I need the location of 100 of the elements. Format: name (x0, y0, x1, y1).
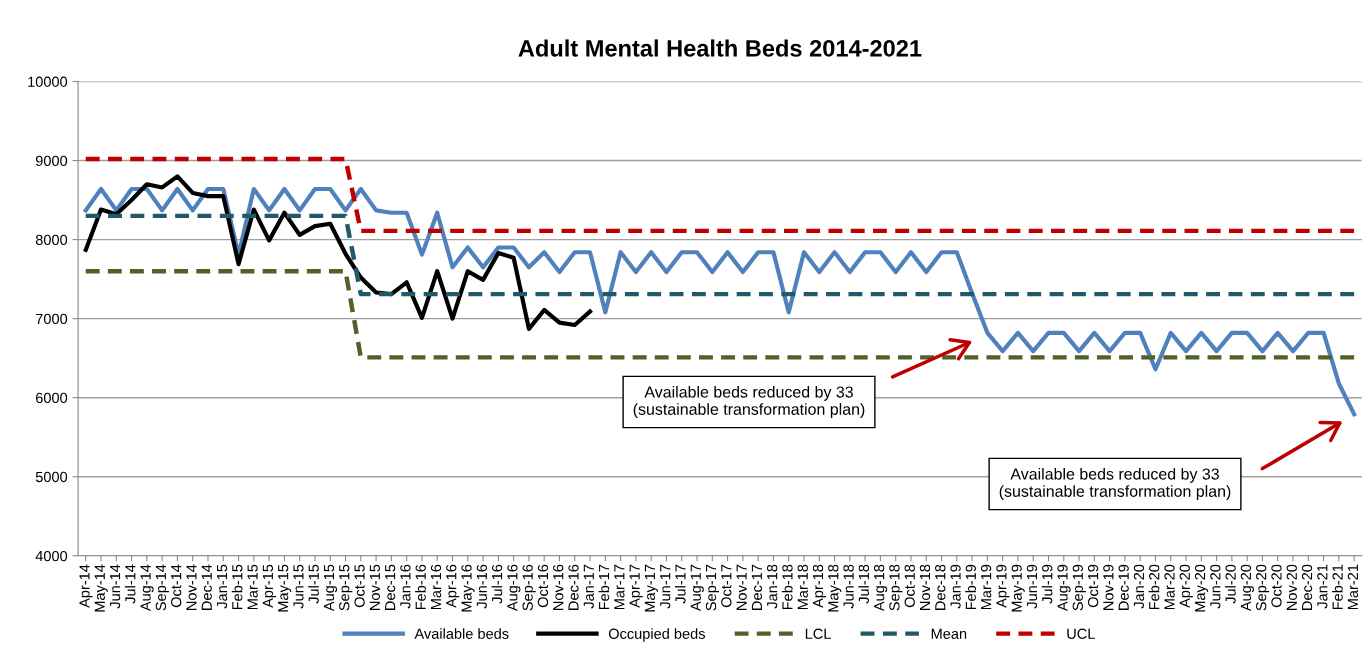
x-tick-label: May-19 (1011, 564, 1025, 612)
x-tick-label: Oct-14 (171, 564, 182, 608)
y-tick-label: 8000 (35, 234, 68, 246)
x-tick-label: Dec-14 (201, 564, 212, 610)
y-tick-label: 7000 (35, 313, 68, 325)
x-tick-label: Apr-14 (79, 564, 93, 608)
x-tick-label: Jun-15 (293, 564, 304, 609)
chart-title: Adult Mental Health Beds 2014-2021 (518, 39, 922, 57)
x-tick-label: Jul-17 (674, 564, 686, 604)
x-tick-label: Jan-19 (950, 564, 961, 609)
x-tick-label: Jan-16 (400, 564, 411, 609)
x-tick-label: Nov-16 (553, 564, 564, 610)
annotation: Available beds reduced by 33 (sustainable transformation plan) (999, 467, 1231, 501)
x-tick-label: Feb-15 (231, 564, 243, 610)
x-tick-label: Mar-17 (614, 564, 625, 610)
x-tick-label: Sep-15 (339, 564, 353, 611)
x-tick-label: Oct-16 (537, 564, 549, 608)
x-tick-label: Jul-14 (124, 564, 136, 604)
x-tick-label: Apr-16 (446, 564, 460, 608)
x-tick-label: Aug-17 (690, 564, 704, 612)
x-tick-label: Jul-15 (308, 564, 319, 604)
x-tick-label: May-17 (644, 564, 658, 612)
x-tick-label: Dec-18 (935, 564, 946, 610)
x-tick-label: Nov-18 (919, 564, 931, 610)
x-tick-label: Dec-20 (1301, 564, 1313, 610)
x-tick-label: May-14 (94, 564, 108, 612)
x-tick-label: Jul-19 (1041, 564, 1053, 604)
x-tick-label: Dec-16 (568, 564, 579, 610)
x-tick-label: Mar-19 (980, 564, 992, 610)
x-tick-label: Mar-16 (430, 564, 442, 610)
x-tick-label: Sep-17 (705, 564, 720, 611)
x-tick-label: Apr-19 (996, 564, 1010, 608)
x-tick-label: Nov-19 (1103, 564, 1114, 610)
x-tick-label: Feb-17 (598, 564, 610, 610)
legend-label: Mean (931, 628, 967, 639)
legend-label: Occupied beds (608, 628, 705, 642)
x-tick-label: Aug-19 (1057, 564, 1071, 612)
x-tick-label: Sep-20 (1256, 564, 1270, 611)
line-series (83, 186, 1357, 417)
x-tick-label: Jun-20 (1210, 564, 1221, 609)
x-tick-label: Aug-15 (323, 564, 338, 612)
x-tick-label: Sep-16 (522, 564, 536, 611)
x-tick-label: Oct-15 (354, 564, 365, 608)
x-tick-label: Nov-20 (1286, 564, 1297, 610)
x-tick-label: Jan-17 (583, 564, 594, 609)
x-tick-label: Aug-20 (1240, 564, 1254, 612)
x-tick-label: Jul-18 (858, 564, 870, 604)
x-tick-label: Oct-17 (721, 564, 732, 608)
y-tick-label: 10000 (28, 76, 68, 87)
x-tick-label: Nov-14 (186, 564, 197, 610)
annotation: Available beds reduced by 33 (sustainable transformation plan) (633, 385, 865, 419)
x-tick-label: Apr-20 (1179, 564, 1193, 608)
x-tick-label: Aug-16 (507, 564, 521, 612)
x-tick-label: Dec-17 (751, 564, 763, 610)
x-tick-label: Apr-17 (629, 564, 643, 608)
x-tick-label: Mar-18 (797, 564, 808, 610)
x-tick-label: May-16 (461, 564, 475, 612)
y-tick-label: 4000 (35, 550, 68, 562)
legend-label: UCL (1067, 628, 1095, 639)
x-tick-label: Jan-18 (767, 564, 778, 609)
x-tick-label: Mar-15 (247, 564, 258, 610)
x-tick-label: Apr-15 (262, 564, 276, 608)
x-tick-label: Feb-20 (1148, 564, 1160, 610)
x-tick-label: Jan-21 (1317, 564, 1328, 609)
x-tick-label: Jun-19 (1026, 564, 1038, 609)
line-series (83, 174, 593, 331)
x-tick-label: May-18 (828, 564, 842, 612)
x-tick-label: Aug-14 (140, 564, 154, 612)
x-tick-label: Jun-14 (110, 564, 121, 609)
x-tick-label: Oct-18 (904, 564, 915, 608)
x-tick-label: Oct-20 (1271, 564, 1282, 608)
x-tick-label: Feb-16 (415, 564, 426, 610)
x-tick-label: Feb-18 (781, 564, 793, 610)
x-tick-label: Jul-20 (1225, 564, 1236, 604)
y-tick-label: 5000 (35, 471, 68, 483)
legend-label: LCL (805, 628, 831, 639)
x-tick-label: May-20 (1194, 564, 1209, 612)
x-tick-label: Jun-18 (843, 564, 854, 609)
x-tick-label: Jan-15 (217, 564, 228, 609)
x-tick-label: Oct-19 (1087, 564, 1099, 608)
x-tick-label: Jan-20 (1133, 564, 1145, 609)
x-tick-label: Sep-14 (155, 564, 169, 611)
x-tick-label: May-15 (278, 564, 292, 612)
x-tick-label: Jul-16 (491, 564, 503, 604)
x-tick-label: Sep-19 (1072, 564, 1086, 611)
y-tick-label: 6000 (35, 392, 68, 404)
x-tick-label: Feb-19 (965, 564, 976, 610)
x-tick-label: Nov-17 (736, 564, 747, 610)
x-tick-label: Jun-16 (476, 564, 487, 609)
x-tick-label: Mar-21 (1347, 564, 1359, 610)
x-tick-label: Nov-15 (369, 564, 380, 610)
x-tick-label: Jun-17 (660, 564, 671, 609)
x-tick-label: Sep-18 (889, 564, 903, 611)
y-tick-label: 9000 (35, 155, 68, 166)
legend-label: Available beds (414, 628, 509, 639)
x-tick-label: Dec-19 (1118, 564, 1129, 610)
x-tick-label: Feb-21 (1332, 564, 1343, 610)
x-tick-label: Dec-15 (385, 564, 396, 610)
x-tick-label: Mar-20 (1164, 564, 1175, 610)
x-tick-label: Apr-18 (812, 564, 827, 608)
